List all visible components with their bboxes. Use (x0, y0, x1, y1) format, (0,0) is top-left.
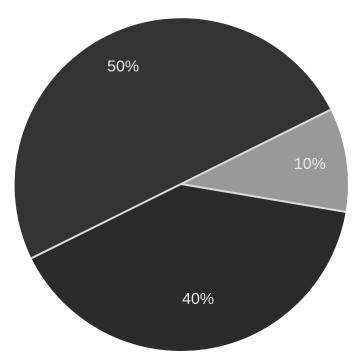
pie-slice (31, 184, 346, 351)
slice-separator (30, 183, 182, 260)
pie-slice (181, 109, 348, 212)
slice-separator (180, 183, 346, 213)
pie-slice-label: 50% (107, 59, 139, 76)
pie-slice-label: 40% (182, 291, 214, 308)
slice-separator (180, 108, 332, 185)
pie-slice-label: 10% (294, 156, 326, 173)
pie-slice (14, 18, 331, 259)
